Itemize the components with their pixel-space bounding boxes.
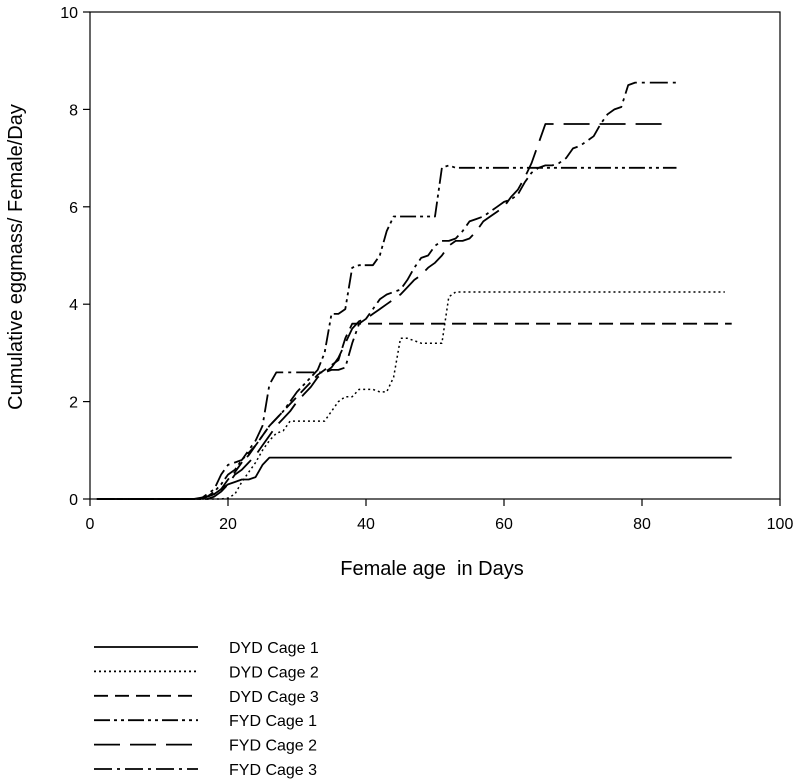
y-axis: 0 2 4 6 8 10: [60, 5, 90, 509]
legend-label: FYD Cage 1: [229, 713, 317, 730]
x-tick-label: 0: [86, 516, 95, 533]
y-tick-label: 4: [69, 297, 78, 314]
y-tick-label: 2: [69, 395, 78, 412]
series-layer: [96, 81, 732, 500]
x-tick-label: 80: [633, 516, 651, 533]
series-line-dyd-cage-2: [96, 291, 725, 500]
legend-label: FYD Cage 3: [229, 762, 317, 779]
plot-area-border: [89, 11, 781, 500]
legend-label: FYD Cage 2: [229, 738, 317, 755]
series-line-dyd-cage-3: [96, 322, 732, 500]
x-tick-label: 40: [357, 516, 375, 533]
x-tick-label: 20: [219, 516, 237, 533]
series-line-fyd-cage-2: [96, 123, 663, 500]
series-line-fyd-cage-3: [96, 81, 677, 500]
x-axis: 0 20 40 60 80 100: [86, 499, 794, 533]
y-axis-title: Cumulative eggmass/ Female/Day: [5, 104, 27, 410]
y-tick-label: 10: [60, 5, 78, 22]
y-tick-label: 6: [69, 200, 78, 217]
legend-label: DYD Cage 3: [229, 689, 319, 706]
legend-label: DYD Cage 1: [229, 640, 319, 657]
legend-label: DYD Cage 2: [229, 664, 319, 681]
series-line-dyd-cage-1: [96, 456, 732, 500]
series-line-fyd-cage-1: [96, 164, 677, 500]
plot-frame: [89, 11, 781, 500]
x-tick-label: 60: [495, 516, 513, 533]
y-tick-label: 8: [69, 102, 78, 119]
x-tick-label: 100: [767, 516, 794, 533]
legend: DYD Cage 1 DYD Cage 2 DYD Cage 3 FYD Cage 1…: [94, 640, 319, 779]
x-axis-title: Female age in Days: [340, 558, 523, 580]
y-tick-label: 0: [69, 492, 78, 509]
